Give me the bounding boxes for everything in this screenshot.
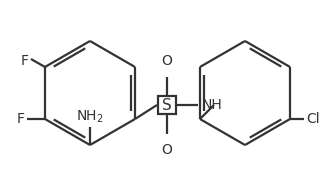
Text: F: F xyxy=(17,112,25,126)
Text: O: O xyxy=(162,143,173,157)
Text: NH: NH xyxy=(202,98,223,112)
Text: O: O xyxy=(162,54,173,68)
Text: S: S xyxy=(162,98,172,112)
Text: NH$_2$: NH$_2$ xyxy=(76,109,104,125)
Text: F: F xyxy=(21,54,29,68)
Bar xyxy=(158,96,176,114)
Text: Cl: Cl xyxy=(306,112,320,126)
